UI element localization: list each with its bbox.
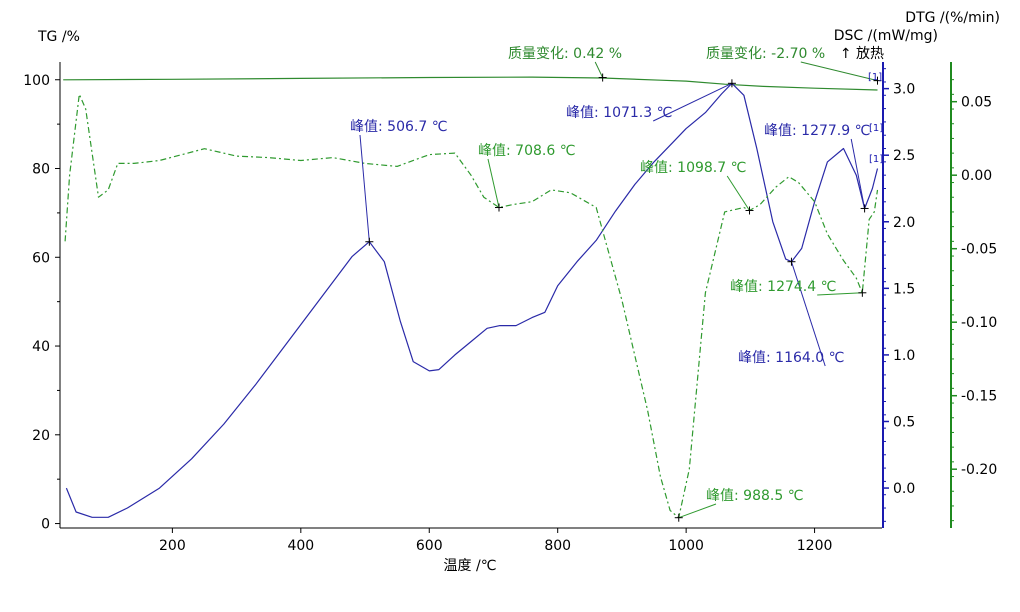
tg-curve <box>63 76 878 91</box>
x-tick-label: 400 <box>287 538 314 554</box>
annotation-label: 峰值: 988.5 ℃ <box>706 488 803 504</box>
annotation-leader <box>790 261 826 367</box>
annotation-leader <box>678 503 717 519</box>
tg-tick-label: 40 <box>32 339 50 355</box>
annotation-leader <box>487 158 500 208</box>
x-tick-label: 800 <box>544 538 571 554</box>
tg-tick-label: 80 <box>32 162 50 178</box>
annotation-label: 质量变化: -2.70 % <box>706 46 825 62</box>
dtg-axis-ticks: 0.05 0.00 -0.05 -0.10 -0.15 -0.20 <box>951 79 997 522</box>
dsc-tick-label: 2.5 <box>893 148 915 164</box>
annotation-leader <box>800 61 878 82</box>
series-group <box>63 76 879 519</box>
x-tick-label: 600 <box>416 538 443 554</box>
tg-tick-label: 100 <box>23 73 50 89</box>
dsc-tick-label: 1.0 <box>893 348 915 364</box>
annotation-label: 峰值: 1071.3 ℃ <box>566 105 672 121</box>
tg-tick-label: 0 <box>41 517 50 533</box>
annotation-label: 质量变化: 0.42 % <box>508 46 622 62</box>
dsc-axis-ticks: 0.0 0.5 1.0 1.5 2.0 2.5 3.0 <box>883 68 915 522</box>
annotation-leader <box>726 175 750 211</box>
tg-axis-title: TG /% <box>37 29 80 45</box>
dtg-tick-label: -0.15 <box>961 389 997 405</box>
dtg-curve <box>64 93 879 519</box>
dtg-tick-label: 0.00 <box>961 168 992 184</box>
dtg-tick-label: 0.05 <box>961 95 992 111</box>
exo-direction-label: ↑ 放热 <box>840 46 884 62</box>
annotation-label: 峰值: 1098.7 ℃ <box>640 160 746 176</box>
tg-tick-label: 60 <box>32 250 50 266</box>
annotation-label: 峰值: 708.6 ℃ <box>478 143 575 159</box>
dsc-tick-label: 1.5 <box>893 281 915 297</box>
dsc-tick-label: 3.0 <box>893 82 915 98</box>
annotation-label: 峰值: 1277.9 ℃ <box>764 123 870 139</box>
annotation-leader <box>817 292 863 296</box>
marker-tag-3: [1] <box>869 154 883 165</box>
dsc-tick-label: 0.0 <box>893 481 915 497</box>
x-tick-label: 1000 <box>668 538 704 554</box>
annotation-label: 峰值: 1164.0 ℃ <box>738 350 844 366</box>
dsc-tick-label: 0.5 <box>893 414 915 430</box>
dtg-tick-label: -0.20 <box>961 462 997 478</box>
x-axis-title: 温度 /℃ <box>444 558 497 574</box>
x-axis-ticks: 200 400 600 800 1000 1200 <box>159 528 832 554</box>
dtg-tick-label: -0.10 <box>961 315 997 331</box>
dtg-tick-label: -0.05 <box>961 242 997 258</box>
x-tick-label: 200 <box>159 538 186 554</box>
dsc-axis-title: DSC /(mW/mg) <box>834 28 938 44</box>
tg-axis-ticks: 0 20 40 60 80 100 <box>23 73 60 533</box>
annotation-leader <box>652 82 733 122</box>
annotations-group: 质量变化: 0.42 % 质量变化: -2.70 % 峰值: 506.7 ℃ 峰值: … <box>350 46 882 522</box>
annotation-label: 峰值: 506.7 ℃ <box>350 119 447 135</box>
annotation-leader <box>594 61 604 78</box>
marker-tag-1: [1] <box>868 72 882 83</box>
x-tick-label: 1200 <box>797 538 833 554</box>
tg-tick-label: 20 <box>32 428 50 444</box>
marker-tag-2: [1] <box>869 123 883 134</box>
dsc-curve <box>65 82 879 518</box>
annotation-leader <box>850 138 866 209</box>
dtg-axis-title: DTG /(%/min) <box>905 10 1000 26</box>
annotation-label: 峰值: 1274.4 ℃ <box>730 279 836 295</box>
annotation-leader <box>359 134 370 242</box>
dsc-tick-label: 2.0 <box>893 215 915 231</box>
